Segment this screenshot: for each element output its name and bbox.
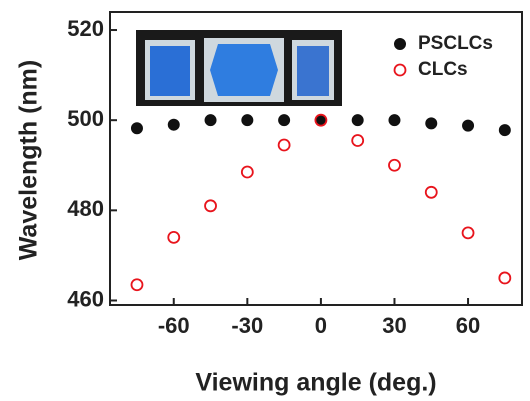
point xyxy=(352,135,363,146)
legend-marker xyxy=(395,65,406,76)
point xyxy=(131,123,142,134)
y-tick-label: 500 xyxy=(67,106,104,131)
legend-marker xyxy=(395,39,406,50)
y-axis-title: Wavelength (nm) xyxy=(15,60,43,260)
point xyxy=(168,119,179,130)
point xyxy=(426,118,437,129)
legend-label: PSCLCs xyxy=(418,33,493,54)
x-tick-label: -60 xyxy=(158,313,190,338)
point xyxy=(168,232,179,243)
x-tick-label: 0 xyxy=(315,313,327,338)
inset-photo xyxy=(136,30,342,106)
point xyxy=(242,167,253,178)
point xyxy=(352,115,363,126)
point xyxy=(463,120,474,131)
x-axis-title: Viewing angle (deg.) xyxy=(195,369,436,397)
point xyxy=(242,115,253,126)
point xyxy=(463,227,474,238)
y-tick-label: 480 xyxy=(67,196,104,221)
chart: Viewing angle (deg.) Wavelength (nm) 460… xyxy=(0,0,530,401)
point xyxy=(131,279,142,290)
point xyxy=(279,115,290,126)
point xyxy=(389,160,400,171)
point xyxy=(279,139,290,150)
point xyxy=(426,187,437,198)
point xyxy=(389,115,400,126)
x-tick-label: 30 xyxy=(382,313,406,338)
point xyxy=(205,115,216,126)
x-tick-label: 60 xyxy=(456,313,480,338)
point xyxy=(205,200,216,211)
point xyxy=(499,125,510,136)
point xyxy=(499,272,510,283)
y-tick-label: 460 xyxy=(67,286,104,311)
y-tick-label: 520 xyxy=(67,16,104,41)
x-tick-label: -30 xyxy=(231,313,263,338)
legend-label: CLCs xyxy=(418,59,468,80)
